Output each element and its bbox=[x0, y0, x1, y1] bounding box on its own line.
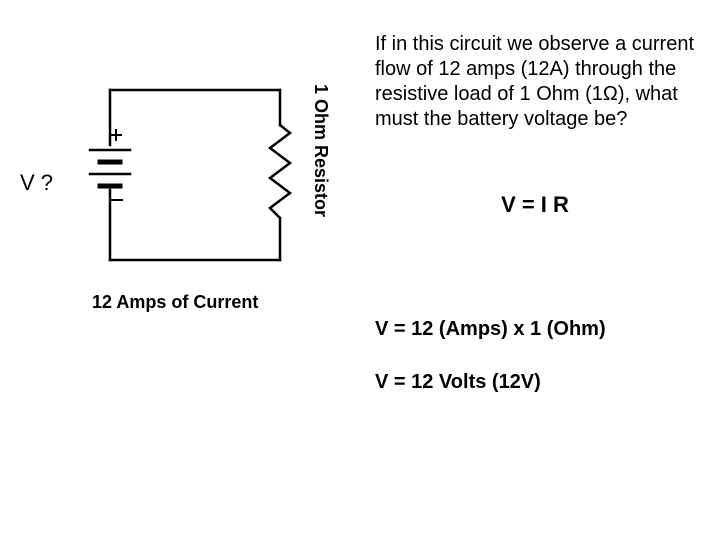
formula-text: V = I R bbox=[375, 192, 695, 218]
voltage-label: V ? bbox=[20, 170, 53, 196]
circuit-svg bbox=[60, 70, 320, 280]
circuit-diagram: V ? bbox=[20, 70, 360, 350]
calculation-line-2: V = 12 Volts (12V) bbox=[375, 371, 695, 394]
calculation-line-1: V = 12 (Amps) x 1 (Ohm) bbox=[375, 318, 695, 341]
question-text: If in this circuit we observe a current … bbox=[375, 32, 695, 132]
explanation-text: If in this circuit we observe a current … bbox=[375, 32, 695, 424]
resistor-label: 1 Ohm Resistor bbox=[310, 84, 331, 217]
slide: V ? bbox=[0, 0, 720, 540]
current-label: 12 Amps of Current bbox=[92, 292, 258, 313]
